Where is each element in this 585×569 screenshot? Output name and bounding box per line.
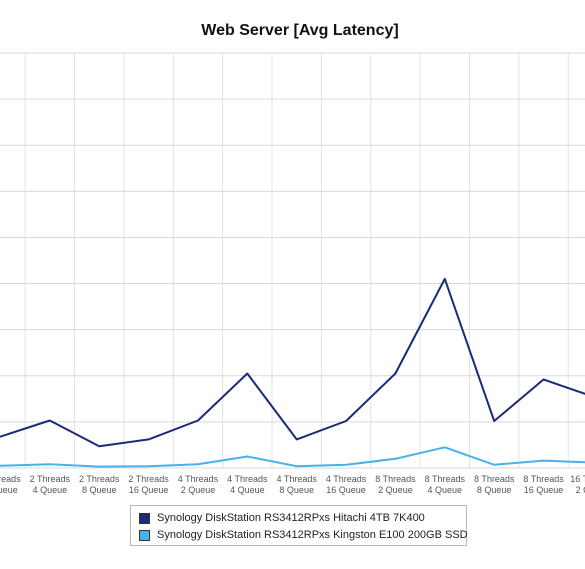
x-tick-label: 2 Threads 16 Queue bbox=[128, 474, 169, 495]
x-tick-label-line1: 8 Threads bbox=[474, 474, 515, 484]
x-tick-label-line1: 2 Threads bbox=[128, 474, 169, 484]
x-tick-label-line1: 2 Threads bbox=[30, 474, 71, 484]
series-line-0 bbox=[0, 277, 585, 448]
legend-item-kingston: Synology DiskStation RS3412RPxs Kingston… bbox=[139, 528, 468, 542]
legend: Synology DiskStation RS3412RPxs Hitachi … bbox=[130, 505, 468, 546]
vertical-gridlines bbox=[24, 53, 569, 468]
legend-swatch-kingston bbox=[139, 529, 150, 541]
x-tick-label-line2: 8 Queue bbox=[82, 485, 117, 495]
x-tick-label-line2: 8 Queue bbox=[477, 485, 512, 495]
x-tick-label-line1: 2 Threads bbox=[0, 474, 21, 484]
x-tick-label: 4 Threads 4 Queue bbox=[227, 474, 268, 495]
x-tick-label: 4 Threads 8 Queue bbox=[277, 474, 318, 495]
x-tick-label-line1: 4 Threads bbox=[227, 474, 268, 484]
horizontal-gridlines bbox=[0, 52, 585, 469]
x-tick-label-line2: 4 Queue bbox=[33, 485, 68, 495]
x-tick-label-line2: 2 Queue bbox=[378, 485, 413, 495]
x-tick-label: 4 Threads 16 Queue bbox=[326, 474, 367, 495]
x-tick-label: 8 Threads 16 Queue bbox=[523, 474, 564, 495]
series-line-1 bbox=[0, 446, 585, 468]
legend-item-hitachi: Synology DiskStation RS3412RPxs Hitachi … bbox=[139, 511, 425, 525]
x-tick-label: 2 Threads 8 Queue bbox=[79, 474, 120, 495]
x-tick-label: 8 Threads 8 Queue bbox=[474, 474, 515, 495]
x-tick-label-line2: 16 Queue bbox=[326, 485, 366, 495]
legend-label-hitachi: Synology DiskStation RS3412RPxs Hitachi … bbox=[157, 512, 425, 524]
legend-swatch-hitachi bbox=[139, 512, 150, 524]
x-tick-label-line2: 2 Queue bbox=[0, 485, 18, 495]
x-tick-label-line1: 4 Threads bbox=[326, 474, 367, 484]
x-tick-label-line1: 16 Threads bbox=[570, 474, 585, 484]
x-tick-label-line1: 8 Threads bbox=[523, 474, 564, 484]
x-tick-label-line1: 4 Threads bbox=[178, 474, 219, 484]
x-tick-label-line2: 4 Queue bbox=[230, 485, 265, 495]
x-tick-label-line2: 2 Queue bbox=[576, 485, 585, 495]
x-tick-label: 2 Threads 4 Queue bbox=[30, 474, 71, 495]
x-tick-label: 8 Threads 2 Queue bbox=[375, 474, 416, 495]
x-tick-label-line2: 8 Queue bbox=[279, 485, 314, 495]
x-tick-label: 4 Threads 2 Queue bbox=[178, 474, 219, 495]
x-tick-label-line2: 4 Queue bbox=[428, 485, 463, 495]
x-tick-label-line1: 8 Threads bbox=[375, 474, 416, 484]
x-tick-label-line1: 2 Threads bbox=[79, 474, 120, 484]
x-tick-label-line2: 16 Queue bbox=[129, 485, 169, 495]
legend-label-kingston: Synology DiskStation RS3412RPxs Kingston… bbox=[157, 529, 468, 541]
series-lines bbox=[0, 277, 585, 468]
x-tick-label-line2: 16 Queue bbox=[524, 485, 564, 495]
x-tick-label: 8 Threads 4 Queue bbox=[425, 474, 466, 495]
x-tick-label-line1: 4 Threads bbox=[277, 474, 318, 484]
chart-title: Web Server [Avg Latency] bbox=[201, 22, 398, 39]
x-tick-label-line2: 2 Queue bbox=[181, 485, 216, 495]
x-tick-label-line1: 8 Threads bbox=[425, 474, 466, 484]
